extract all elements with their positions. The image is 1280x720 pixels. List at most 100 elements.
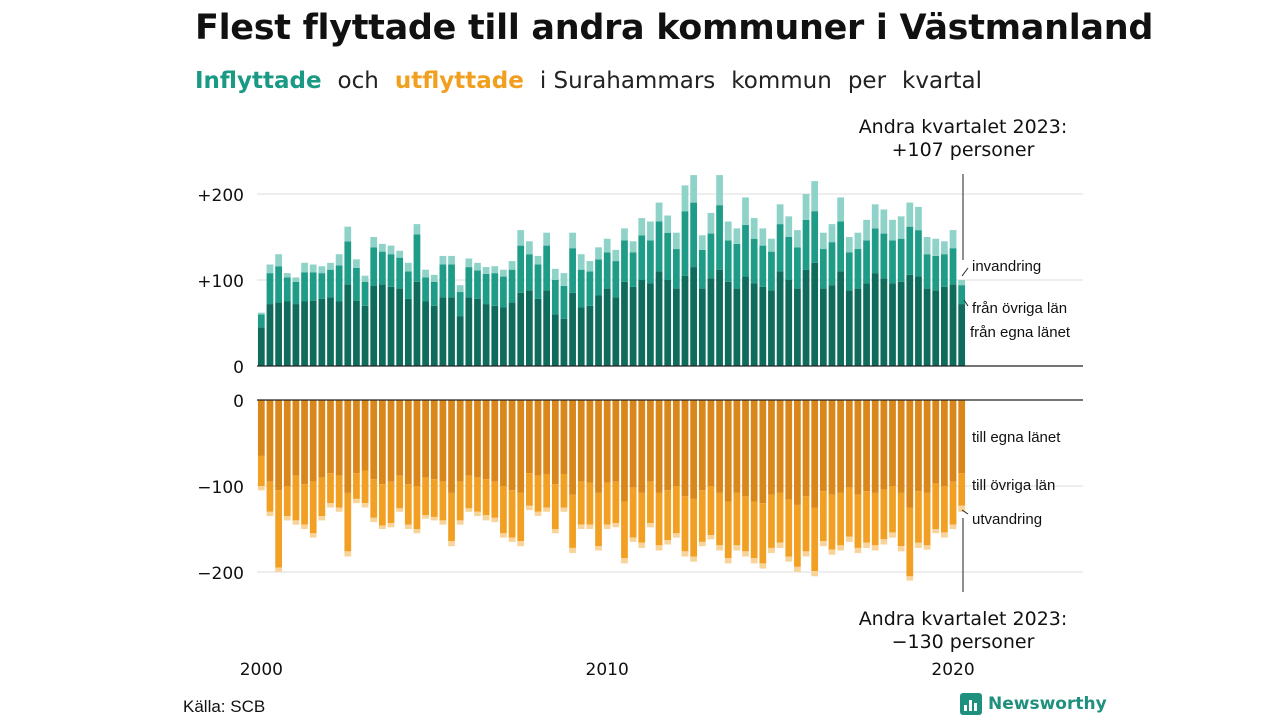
bar-outflow-egna xyxy=(768,400,775,495)
bar-outflow-ovriga xyxy=(275,490,282,568)
bar-inflow-ovriga xyxy=(595,259,602,296)
bar-outflow-ovriga xyxy=(448,492,455,542)
series-label-fran-egna-lanet: från egna länet xyxy=(970,324,1071,341)
bar-outflow-utvandring xyxy=(612,522,620,528)
bar-outflow-egna xyxy=(353,400,360,474)
bar-inflow-ovriga xyxy=(889,240,896,284)
bar-outflow-ovriga xyxy=(404,484,412,525)
bar-inflow-ovriga xyxy=(482,273,490,305)
bar-outflow-ovriga xyxy=(759,503,767,564)
subtitle-rest-1: i Surahammars xyxy=(539,68,716,94)
bar-outflow-utvandring xyxy=(586,524,594,529)
bar-outflow-egna xyxy=(871,400,879,493)
bar-inflow-egna xyxy=(370,286,378,366)
series-label-till-egna-lanet: till egna länet xyxy=(972,429,1061,446)
bar-inflow-ovriga xyxy=(958,285,966,305)
bar-inflow-ovriga xyxy=(906,226,914,275)
bar-outflow-ovriga xyxy=(906,507,914,577)
leader-tick xyxy=(961,267,969,277)
bar-inflow-invandring xyxy=(517,230,525,246)
bar-inflow-invandring xyxy=(551,268,559,280)
bar-inflow-ovriga xyxy=(612,261,620,298)
bar-outflow-ovriga xyxy=(785,499,793,557)
bar-outflow-ovriga xyxy=(897,492,905,547)
bar-outflow-utvandring xyxy=(811,571,819,577)
bar-inflow-invandring xyxy=(422,269,429,278)
bar-inflow-egna xyxy=(655,271,663,366)
bar-outflow-egna xyxy=(932,400,940,484)
bar-inflow-egna xyxy=(776,271,784,366)
bar-inflow-ovriga xyxy=(681,211,689,276)
bar-inflow-egna xyxy=(430,305,438,366)
bar-inflow-egna xyxy=(353,300,360,366)
bar-inflow-ovriga xyxy=(949,248,957,285)
bar-outflow-ovriga xyxy=(845,487,853,537)
annotation-bottom-line1: Andra kvartalet 2023: xyxy=(858,608,1068,630)
bar-outflow-egna xyxy=(301,400,308,485)
x-tick-label: 2000 xyxy=(240,660,283,680)
bar-inflow-egna xyxy=(716,269,723,366)
bar-outflow-egna xyxy=(370,400,378,480)
bar-outflow-ovriga xyxy=(569,494,576,548)
bar-outflow-ovriga xyxy=(353,473,360,499)
bar-inflow-egna xyxy=(612,297,620,366)
bar-inflow-egna xyxy=(257,327,265,366)
bar-inflow-invandring xyxy=(413,224,421,235)
bar-outflow-utvandring xyxy=(378,525,386,529)
annotation-top-line1: Andra kvartalet 2023: xyxy=(858,116,1068,138)
bar-inflow-ovriga xyxy=(733,243,741,289)
bar-inflow-invandring xyxy=(889,219,896,241)
bar-outflow-ovriga xyxy=(612,481,620,523)
bar-outflow-utvandring xyxy=(318,516,326,521)
bar-inflow-ovriga xyxy=(724,240,732,282)
bar-inflow-invandring xyxy=(378,243,386,252)
bar-outflow-ovriga xyxy=(958,473,966,506)
bar-outflow-egna xyxy=(647,400,654,482)
bar-inflow-egna xyxy=(586,305,594,366)
bar-outflow-ovriga xyxy=(491,481,499,518)
bar-outflow-utvandring xyxy=(681,551,689,557)
bar-outflow-ovriga xyxy=(318,477,326,517)
bar-outflow-utvandring xyxy=(664,540,672,545)
bar-inflow-ovriga xyxy=(750,238,758,284)
bar-inflow-ovriga xyxy=(404,271,412,299)
bar-inflow-egna xyxy=(283,301,291,366)
bar-inflow-egna xyxy=(837,271,845,366)
bar-outflow-utvandring xyxy=(690,556,698,562)
bar-outflow-egna xyxy=(681,400,689,497)
bar-outflow-utvandring xyxy=(603,524,611,529)
bar-outflow-utvandring xyxy=(863,542,870,548)
bar-outflow-egna xyxy=(465,400,473,476)
bar-outflow-utvandring xyxy=(647,522,654,528)
annotation-top-line2: +107 personer xyxy=(891,139,1035,161)
bar-inflow-egna xyxy=(759,286,767,366)
bar-inflow-invandring xyxy=(309,264,317,273)
bar-outflow-egna xyxy=(906,400,914,508)
bar-inflow-invandring xyxy=(750,218,758,239)
y-tick-label: 0 xyxy=(233,392,244,412)
bar-inflow-ovriga xyxy=(621,240,628,282)
bar-outflow-ovriga xyxy=(413,486,421,529)
bar-inflow-egna xyxy=(525,290,533,366)
bar-inflow-invandring xyxy=(482,267,490,274)
bar-outflow-ovriga xyxy=(811,507,819,572)
bar-inflow-ovriga xyxy=(716,205,723,270)
brand: Newsworthy xyxy=(960,693,1107,715)
bar-outflow-egna xyxy=(327,400,334,474)
bar-inflow-egna xyxy=(915,276,922,366)
bar-inflow-egna xyxy=(551,314,559,366)
bar-outflow-utvandring xyxy=(543,507,551,512)
bar-inflow-invandring xyxy=(560,273,568,287)
bar-inflow-egna xyxy=(292,304,300,366)
bar-inflow-ovriga xyxy=(491,273,499,306)
bar-inflow-invandring xyxy=(690,175,698,203)
bar-inflow-ovriga xyxy=(525,254,533,291)
bar-outflow-utvandring xyxy=(353,498,360,504)
bar-outflow-egna xyxy=(430,400,438,480)
bar-outflow-utvandring xyxy=(525,505,533,511)
bar-inflow-egna xyxy=(647,283,654,366)
bar-inflow-ovriga xyxy=(569,248,576,293)
bar-outflow-egna xyxy=(811,400,819,508)
bar-inflow-egna xyxy=(456,316,464,366)
bar-inflow-egna xyxy=(889,283,896,366)
